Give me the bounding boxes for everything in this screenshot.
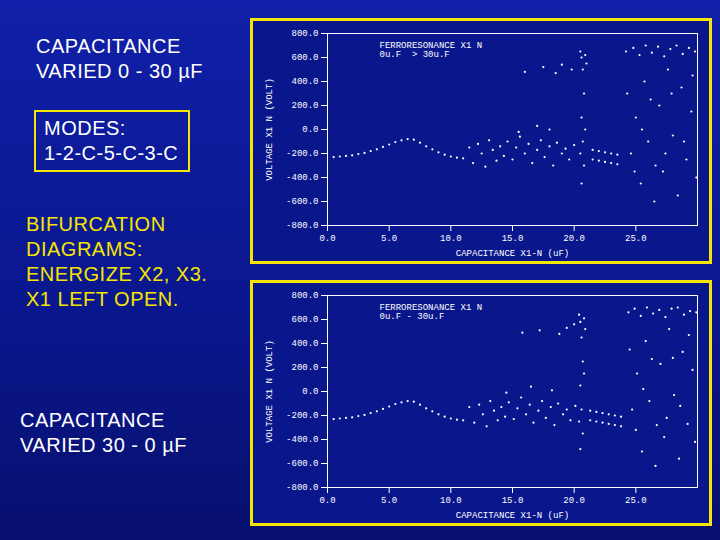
svg-text:0.0: 0.0 [319,496,335,506]
svg-text:800.0: 800.0 [291,29,318,39]
svg-text:-600.0: -600.0 [286,197,318,207]
svg-text:5.0: 5.0 [381,496,397,506]
svg-text:200.0: 200.0 [291,101,318,111]
svg-text:400.0: 400.0 [291,77,318,87]
svg-text:-800.0: -800.0 [286,221,318,231]
svg-text:0.0: 0.0 [302,387,318,397]
html-text:BIFURCATION DIAGRAMS: ENERGIZE: BIFURCATION DIAGRAMS: ENERGIZE X2, X3. X… [26,213,208,310]
svg-text:-400.0: -400.0 [286,435,318,445]
svg-text:CAPACITANCE X1-N (uF): CAPACITANCE X1-N (uF) [456,511,569,521]
svg-text:20.0: 20.0 [563,234,585,244]
svg-text:600.0: 600.0 [291,315,318,325]
svg-text:15.0: 15.0 [502,234,524,244]
svg-text:VOLTAGE X1 N (VOLT): VOLTAGE X1 N (VOLT) [265,78,275,181]
svg-text:800.0: 800.0 [291,291,318,301]
html-text:MODES: 1-2-C-5-C-3-C: MODES: 1-2-C-5-C-3-C [44,117,179,164]
svg-text:FERRORESONANCE X1 N0u.F > 30u: FERRORESONANCE X1 N0u.F > 30u.F [380,41,483,60]
svg-text:20.0: 20.0 [563,496,585,506]
svg-text:-200.0: -200.0 [286,411,318,421]
svg-text:5.0: 5.0 [381,234,397,244]
svg-text:0.0: 0.0 [319,234,335,244]
svg-text:-400.0: -400.0 [286,173,318,183]
svg-text:10.0: 10.0 [440,496,462,506]
html-text:CAPACITANCE VARIED 0 - 30 µF: CAPACITANCE VARIED 0 - 30 µF [36,35,203,82]
svg-text:15.0: 15.0 [502,496,524,506]
svg-text:FERRORESONANCE X1 N0u.F - 30u.: FERRORESONANCE X1 N0u.F - 30u.F [380,303,483,322]
svg-text:25.0: 25.0 [625,496,647,506]
svg-text:VOLTAGE X1 N (VOLT): VOLTAGE X1 N (VOLT) [265,340,275,443]
svg-text:600.0: 600.0 [291,53,318,63]
svg-text:400.0: 400.0 [291,339,318,349]
svg-text:0.0: 0.0 [302,125,318,135]
svg-text:10.0: 10.0 [440,234,462,244]
svg-text:200.0: 200.0 [291,363,318,373]
svg-text:CAPACITANCE X1-N (uF): CAPACITANCE X1-N (uF) [456,249,569,259]
svg-text:-200.0: -200.0 [286,149,318,159]
html-text:CAPACITANCE VARIED 30 - 0 µF: CAPACITANCE VARIED 30 - 0 µF [20,409,187,456]
svg-text:25.0: 25.0 [625,234,647,244]
svg-text:-800.0: -800.0 [286,483,318,493]
svg-text:-600.0: -600.0 [286,459,318,469]
